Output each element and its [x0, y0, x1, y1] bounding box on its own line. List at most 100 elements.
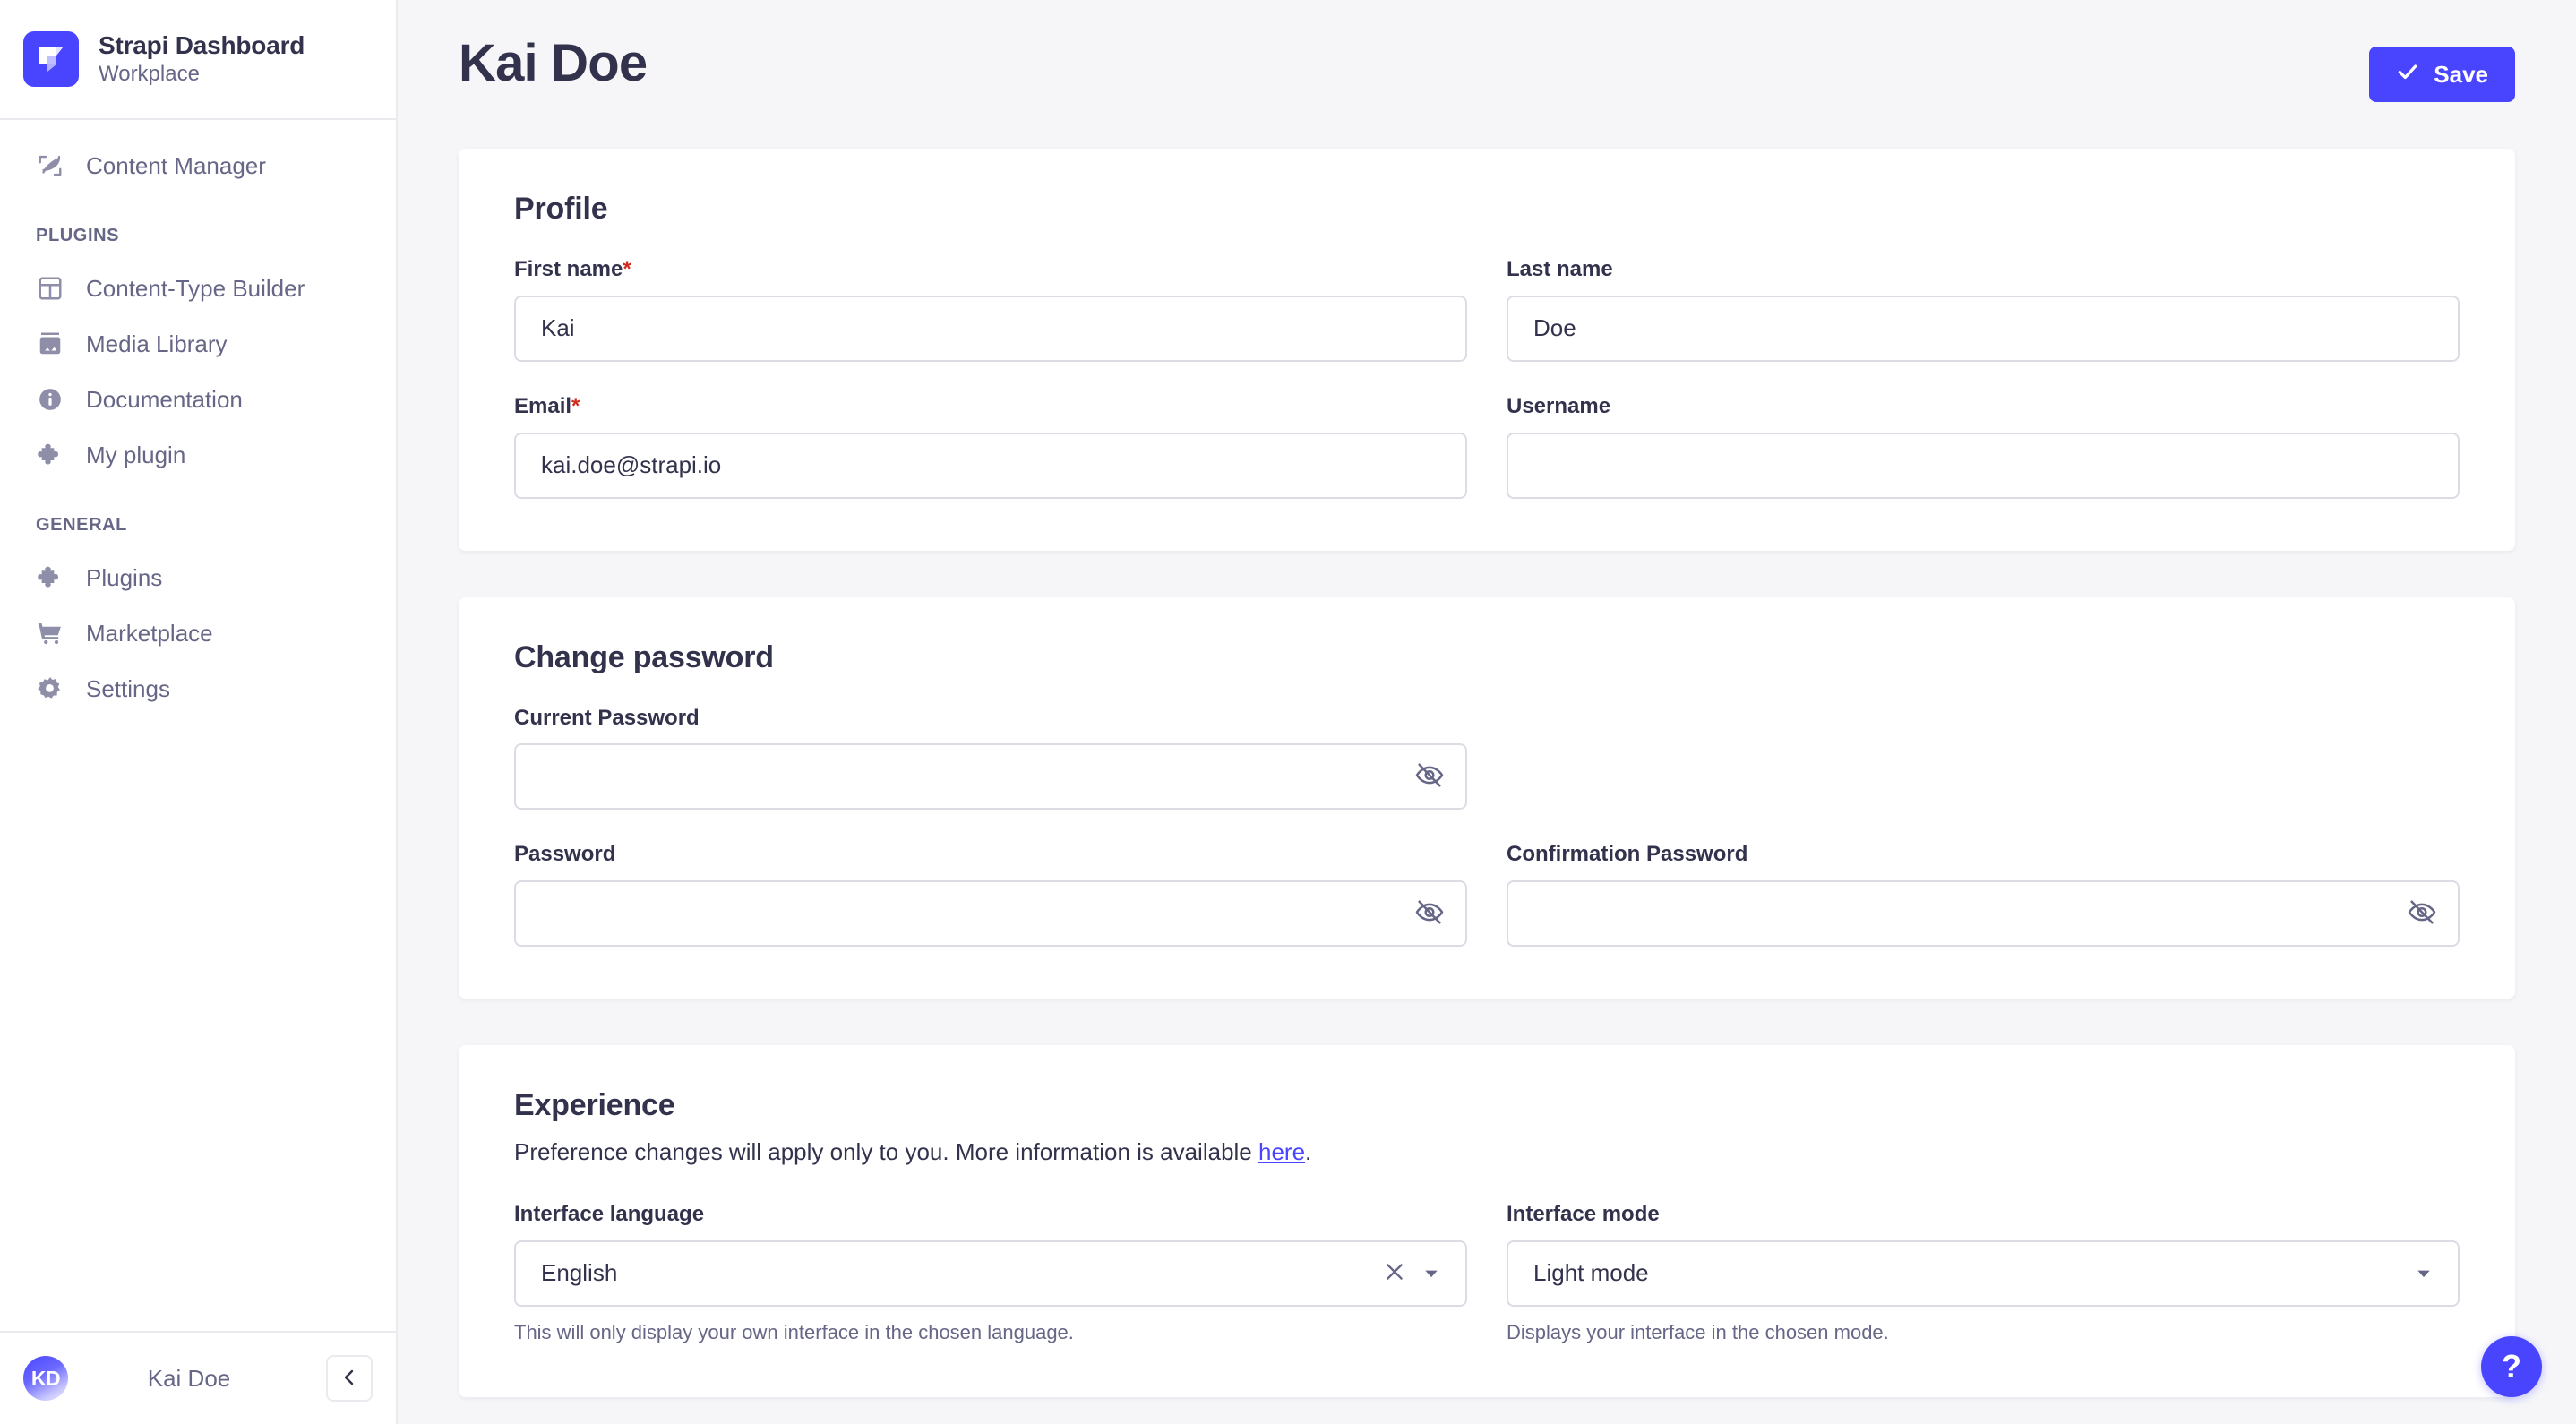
profile-fields-grid: First name* Last name: [514, 257, 2460, 499]
info-circle-icon: [36, 385, 64, 414]
interface-language-select-actions: [1383, 1260, 1440, 1286]
email-input-wrap: [514, 432, 1467, 499]
layout-grid-icon: [36, 274, 64, 303]
page-title: Kai Doe: [459, 34, 648, 92]
confirmation-password-input-wrap: [1507, 880, 2460, 948]
experience-card-description: Preference changes will apply only to yo…: [514, 1136, 2460, 1170]
sidebar-item-my-plugin[interactable]: My plugin: [0, 427, 396, 483]
help-button[interactable]: ?: [2481, 1336, 2542, 1397]
page-header: Kai Doe Save: [398, 0, 2576, 102]
confirmation-password-visibility-toggle[interactable]: [2408, 898, 2436, 930]
sidebar-item-plugins[interactable]: Plugins: [0, 550, 396, 605]
chevron-down-icon[interactable]: [2415, 1265, 2433, 1282]
password-input[interactable]: [514, 880, 1467, 948]
sidebar-item-label: Settings: [86, 675, 170, 702]
interface-mode-hint: Displays your interface in the chosen mo…: [1507, 1320, 1889, 1343]
first-name-input[interactable]: [514, 295, 1467, 362]
sidebar-section-general-title: GENERAL: [36, 515, 127, 535]
username-field: Username: [1507, 394, 2460, 499]
interface-mode-label: Interface mode: [1507, 1201, 1660, 1226]
current-password-input-wrap: [514, 743, 1467, 811]
experience-desc-after: .: [1305, 1138, 1312, 1166]
interface-mode-field: Interface mode Light mode: [1507, 1202, 2460, 1345]
current-password-input[interactable]: [514, 743, 1467, 811]
avatar[interactable]: KD: [23, 1356, 68, 1401]
confirmation-password-field: Confirmation Password: [1507, 842, 2460, 948]
eye-off-icon: [2408, 898, 2436, 930]
sidebar: Strapi Dashboard Workplace Content Manag…: [0, 0, 398, 1424]
password-label: Password: [514, 842, 616, 867]
image-icon: [36, 330, 64, 358]
first-name-label-text: First name: [514, 257, 623, 281]
last-name-field: Last name: [1507, 257, 2460, 362]
experience-fields-grid: Interface language English: [514, 1202, 2460, 1345]
strapi-logo-icon: [23, 31, 79, 87]
first-name-label: First name*: [514, 257, 1467, 283]
brand-header[interactable]: Strapi Dashboard Workplace: [0, 0, 396, 120]
eye-off-icon: [1415, 898, 1444, 930]
sidebar-item-label: Content Manager: [86, 152, 266, 179]
email-field: Email*: [514, 394, 1467, 499]
save-button[interactable]: Save: [2369, 47, 2515, 102]
username-input-wrap: [1507, 432, 2460, 499]
email-label: Email*: [514, 394, 1467, 420]
check-icon: [2396, 60, 2419, 90]
sidebar-collapse-button[interactable]: [326, 1355, 373, 1402]
profile-card-title: Profile: [514, 192, 608, 226]
sidebar-item-documentation[interactable]: Documentation: [0, 372, 396, 427]
sidebar-item-content-type-builder[interactable]: Content-Type Builder: [0, 261, 396, 316]
sidebar-user-name: Kai Doe: [147, 1364, 231, 1392]
sidebar-item-settings[interactable]: Settings: [0, 661, 396, 716]
last-name-input[interactable]: [1507, 295, 2460, 362]
password-field: Password: [514, 842, 1467, 948]
cards-container: Profile First name* Last name: [398, 102, 2576, 1398]
interface-language-field: Interface language English: [514, 1202, 1467, 1345]
sidebar-item-content-manager[interactable]: Content Manager: [0, 138, 396, 193]
password-input-wrap: [514, 880, 1467, 948]
chevron-left-icon: [339, 1367, 360, 1391]
brand-title: Strapi Dashboard: [99, 30, 305, 59]
sidebar-section-plugins-title: PLUGINS: [36, 226, 120, 245]
save-button-label: Save: [2434, 60, 2488, 88]
current-password-visibility-toggle[interactable]: [1415, 761, 1444, 793]
confirmation-password-label: Confirmation Password: [1507, 842, 1748, 867]
required-asterisk: *: [623, 257, 631, 281]
sidebar-item-label: Plugins: [86, 564, 163, 591]
interface-language-select[interactable]: English: [514, 1240, 1467, 1307]
interface-mode-select-actions: [2415, 1265, 2433, 1282]
interface-language-hint: This will only display your own interfac…: [514, 1320, 1074, 1343]
sidebar-item-label: Documentation: [86, 386, 243, 413]
last-name-label: Last name: [1507, 257, 1613, 281]
current-password-field: Current Password: [514, 706, 1467, 811]
sidebar-item-label: Content-Type Builder: [86, 275, 305, 302]
sidebar-footer: KD Kai Doe: [0, 1331, 396, 1424]
interface-language-value: English: [541, 1259, 618, 1287]
change-password-card-title: Change password: [514, 639, 774, 674]
sidebar-nav: Content Manager PLUGINS Content-Type Bui…: [0, 120, 396, 1331]
sidebar-item-marketplace[interactable]: Marketplace: [0, 605, 396, 661]
username-input[interactable]: [1507, 432, 2460, 499]
chevron-down-icon[interactable]: [1422, 1265, 1440, 1282]
experience-desc-before: Preference changes will apply only to yo…: [514, 1138, 1258, 1166]
confirmation-password-input[interactable]: [1507, 880, 2460, 948]
password-grid-spacer: [1507, 706, 2460, 811]
first-name-input-wrap: [514, 295, 1467, 362]
password-visibility-toggle[interactable]: [1415, 898, 1444, 930]
last-name-input-wrap: [1507, 295, 2460, 362]
main-content: Kai Doe Save Profile First name*: [398, 0, 2576, 1424]
puzzle-piece-icon: [36, 441, 64, 469]
email-input[interactable]: [514, 432, 1467, 499]
sidebar-item-media-library[interactable]: Media Library: [0, 316, 396, 372]
interface-language-label: Interface language: [514, 1201, 705, 1226]
eye-off-icon: [1415, 761, 1444, 793]
email-label-text: Email: [514, 393, 572, 418]
close-icon: [1383, 1260, 1406, 1286]
interface-language-clear-button[interactable]: [1383, 1260, 1406, 1286]
puzzle-piece-icon: [36, 563, 64, 592]
change-password-card: Change password Current Password: [459, 596, 2515, 999]
password-fields-grid: Current Password: [514, 706, 2460, 948]
experience-card-title: Experience: [514, 1088, 675, 1123]
username-label: Username: [1507, 393, 1611, 418]
experience-here-link[interactable]: here: [1258, 1138, 1306, 1166]
interface-mode-select[interactable]: Light mode: [1507, 1240, 2460, 1307]
